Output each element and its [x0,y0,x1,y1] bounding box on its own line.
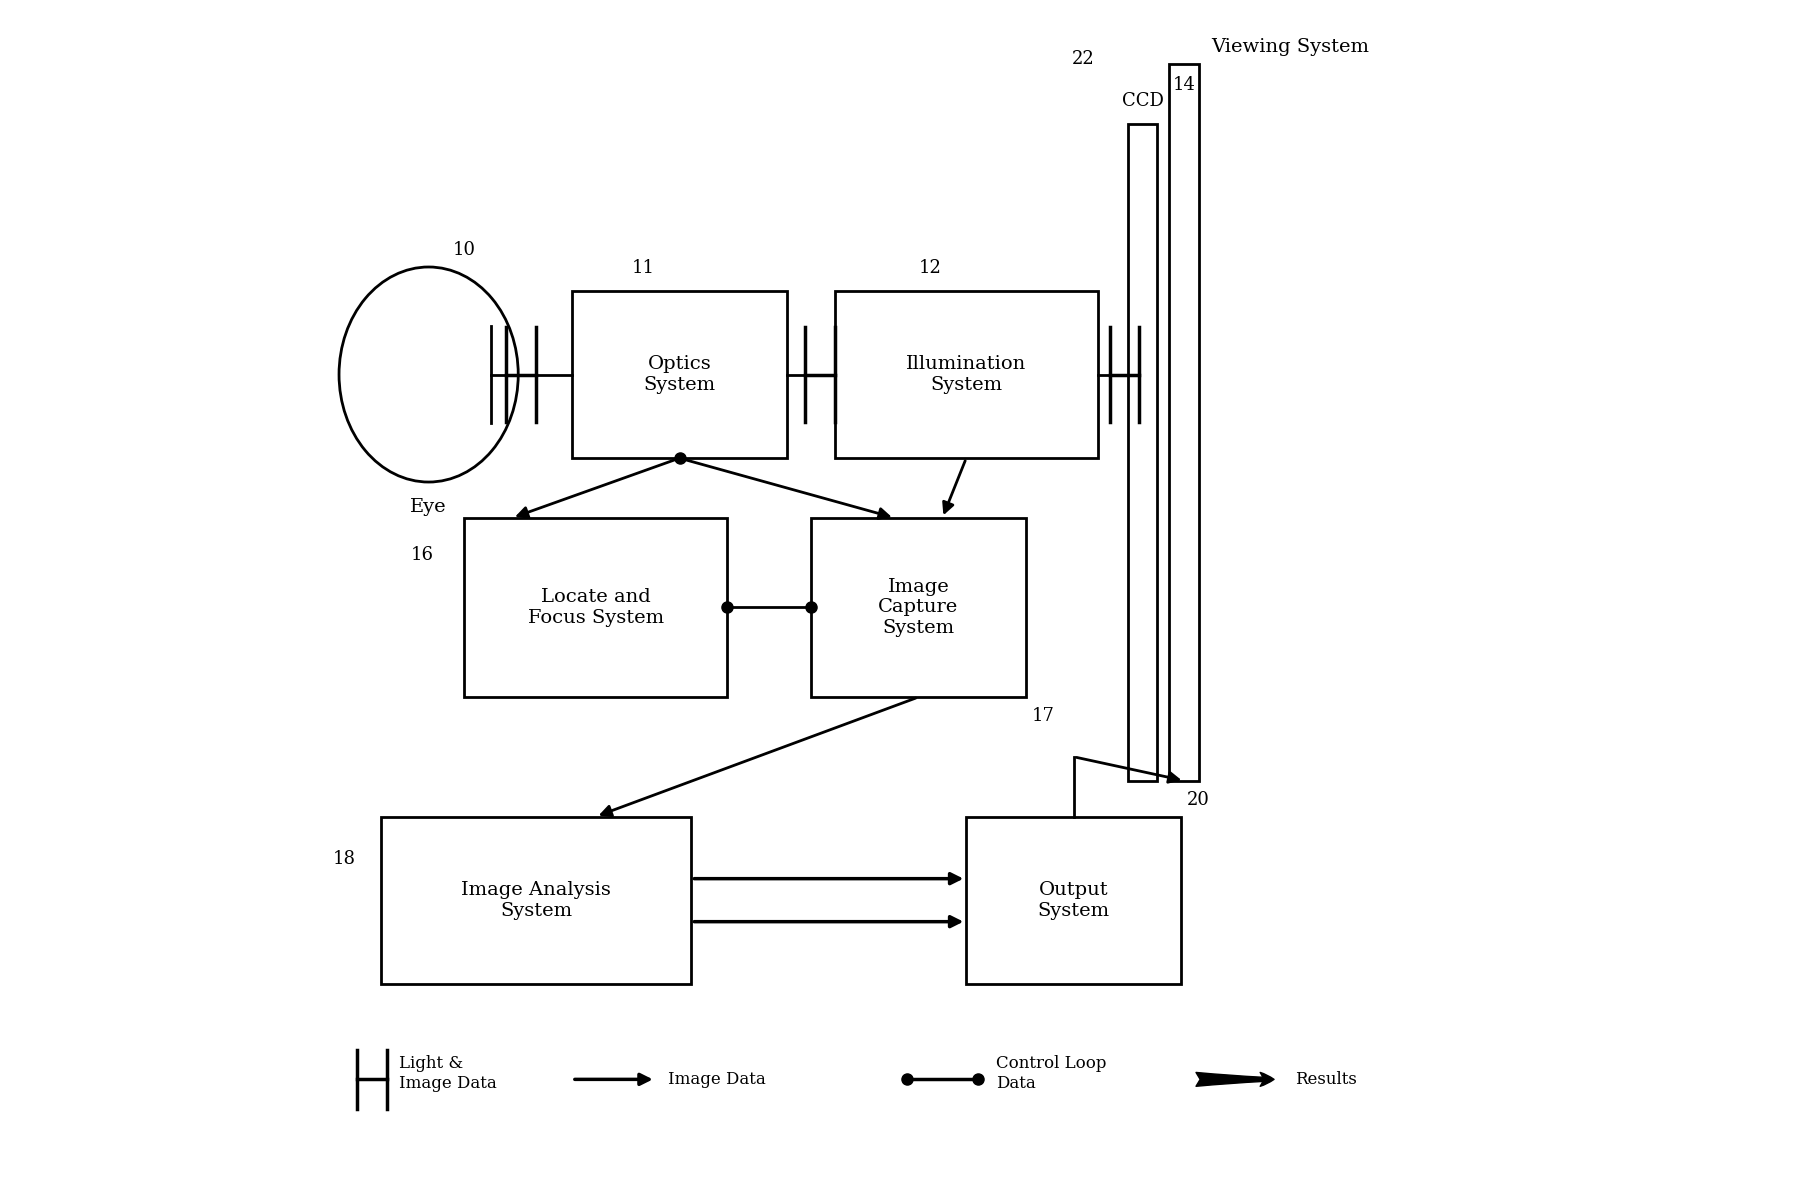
Text: Illumination
System: Illumination System [906,355,1026,393]
Text: CCD: CCD [1122,91,1164,109]
Text: Locate and
Focus System: Locate and Focus System [528,588,664,627]
FancyBboxPatch shape [966,817,1182,984]
Text: 16: 16 [412,546,433,564]
FancyBboxPatch shape [381,817,691,984]
FancyBboxPatch shape [834,291,1097,458]
Text: Light &
Image Data: Light & Image Data [399,1055,497,1091]
FancyBboxPatch shape [1128,124,1157,781]
Text: Optics
System: Optics System [644,355,716,393]
Ellipse shape [339,267,519,482]
Text: 10: 10 [453,241,475,259]
Text: Results: Results [1294,1071,1356,1088]
Text: Control Loop
Data: Control Loop Data [995,1055,1106,1091]
Text: 14: 14 [1173,76,1197,94]
Text: Image Data: Image Data [667,1071,765,1088]
Text: 12: 12 [919,259,941,277]
Text: 17: 17 [1032,707,1055,725]
FancyBboxPatch shape [464,517,727,697]
Text: 20: 20 [1188,790,1209,808]
Text: 22: 22 [1071,49,1093,67]
Text: Image Analysis
System: Image Analysis System [461,881,611,919]
Text: Viewing System: Viewing System [1211,38,1369,57]
FancyBboxPatch shape [571,291,787,458]
Text: Output
System: Output System [1037,881,1110,919]
Text: Image
Capture
System: Image Capture System [877,577,959,638]
Text: 18: 18 [334,851,355,869]
Text: 11: 11 [631,259,654,277]
FancyBboxPatch shape [810,517,1026,697]
Text: Eye: Eye [410,498,448,516]
FancyBboxPatch shape [1169,64,1198,781]
